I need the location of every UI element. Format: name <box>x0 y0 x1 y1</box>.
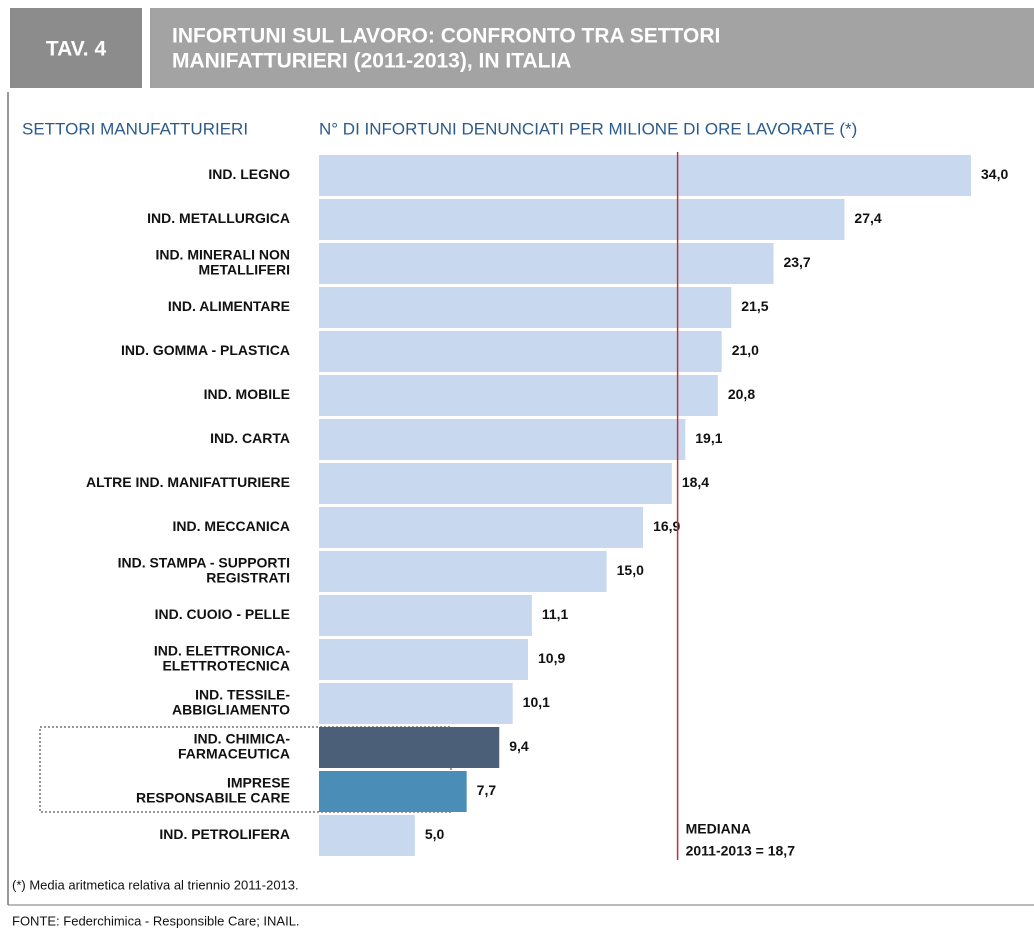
value-label: 10,1 <box>523 694 550 710</box>
bar <box>319 375 718 416</box>
category-label: METALLIFERI <box>198 262 290 278</box>
category-label: IND. CHIMICA- <box>194 731 291 747</box>
chart-title: INFORTUNI SUL LAVORO: CONFRONTO TRA SETT… <box>172 25 720 48</box>
bar <box>319 419 686 460</box>
bar <box>319 815 415 856</box>
category-label: IND. METALLURGICA <box>147 210 290 226</box>
value-label: 7,7 <box>477 782 497 798</box>
category-label: IND. MOBILE <box>204 386 290 402</box>
category-label: IND. MECCANICA <box>173 518 290 534</box>
bar <box>319 771 467 812</box>
bar <box>319 639 529 680</box>
value-label: 27,4 <box>854 210 881 226</box>
header-band <box>150 8 1034 88</box>
category-label: IND. ALIMENTARE <box>168 298 290 314</box>
source: FONTE: Federchimica - Responsible Care; … <box>12 913 300 928</box>
bar <box>319 287 732 328</box>
value-label: 18,4 <box>682 474 709 490</box>
value-label: 19,1 <box>695 430 722 446</box>
value-label: 16,9 <box>653 518 680 534</box>
value-label: 20,8 <box>728 386 755 402</box>
value-label: 5,0 <box>425 826 445 842</box>
category-label: RESPONSABILE CARE <box>136 790 290 806</box>
category-label: IMPRESE <box>227 775 290 791</box>
value-label: 15,0 <box>617 562 644 578</box>
value-label: 21,5 <box>741 298 768 314</box>
category-label: IND. TESSILE- <box>195 687 290 703</box>
tag-box <box>10 8 142 88</box>
category-label: IND. CUOIO - PELLE <box>155 606 290 622</box>
category-label: ABBIGLIAMENTO <box>172 702 290 718</box>
category-label: IND. MINERALI NON <box>155 247 290 263</box>
bar <box>319 727 500 768</box>
category-label: IND. ELETTRONICA- <box>154 643 290 659</box>
category-label: IND. LEGNO <box>208 166 290 182</box>
bar <box>319 683 513 724</box>
value-label: 11,1 <box>542 606 569 622</box>
category-label: FARMACEUTICA <box>178 746 290 762</box>
category-label: IND. CARTA <box>210 430 290 446</box>
bar <box>319 551 607 592</box>
tag: TAV. 4 <box>46 38 107 61</box>
value-label: 34,0 <box>981 166 1008 182</box>
bar <box>319 155 971 196</box>
category-label: IND. PETROLIFERA <box>159 826 290 842</box>
bar <box>319 507 644 548</box>
bar <box>319 463 672 504</box>
median-label: MEDIANA <box>686 821 751 837</box>
value-label: 23,7 <box>783 254 810 270</box>
category-axis-label: SETTORI MANUFATTURIERI <box>22 119 248 138</box>
footnote: (*) Media aritmetica relativa al trienni… <box>12 877 299 892</box>
category-label: IND. GOMMA - PLASTICA <box>121 342 290 358</box>
value-label: 21,0 <box>732 342 759 358</box>
value-label: 9,4 <box>509 738 529 754</box>
bar <box>319 199 845 240</box>
value-label: 10,9 <box>538 650 565 666</box>
value-axis-label: N° DI INFORTUNI DENUNCIATI PER MILIONE D… <box>319 119 857 138</box>
category-label: ALTRE IND. MANIFATTURIERE <box>86 474 290 490</box>
bar <box>319 331 722 372</box>
bar <box>319 243 774 284</box>
chart-title: MANIFATTURIERI (2011-2013), IN ITALIA <box>172 50 571 73</box>
category-label: ELETTROTECNICA <box>162 658 290 674</box>
median-label: 2011-2013 = 18,7 <box>686 843 796 859</box>
category-label: IND. STAMPA - SUPPORTI <box>118 555 290 571</box>
bar <box>319 595 532 636</box>
category-label: REGISTRATI <box>206 570 290 586</box>
highlight-box <box>39 726 452 813</box>
